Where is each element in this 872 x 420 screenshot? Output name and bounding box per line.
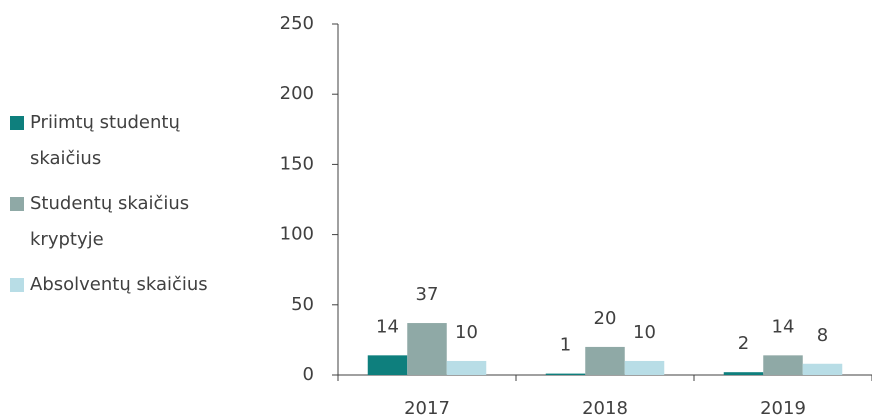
bar	[763, 355, 803, 375]
data-label: 20	[594, 308, 617, 329]
legend-entry: Priimtų studentų skaičius	[10, 105, 250, 177]
data-label: 2	[738, 333, 749, 354]
data-label: 8	[817, 325, 828, 346]
data-label: 37	[416, 284, 439, 305]
bar	[446, 360, 487, 375]
x-tick-label: 2017	[404, 398, 450, 419]
y-tick-label: 50	[291, 294, 314, 315]
data-label: 10	[455, 322, 478, 343]
data-label: 1	[560, 335, 571, 356]
y-tick-label: 250	[280, 13, 314, 34]
legend: Priimtų studentų skaičius Studentų skaiči…	[10, 105, 250, 312]
x-tick-label: 2019	[760, 398, 806, 419]
legend-label: Studentų skaičius kryptyje	[30, 193, 190, 250]
bar	[545, 373, 586, 375]
data-label: 14	[376, 316, 399, 337]
bar	[407, 323, 447, 375]
bar	[802, 363, 843, 375]
legend-swatch	[10, 278, 24, 292]
y-tick-label: 0	[303, 364, 314, 385]
x-tick-label: 2018	[582, 398, 628, 419]
legend-swatch	[10, 197, 24, 211]
data-label: 14	[772, 316, 795, 337]
legend-label: Absolventų skaičius	[30, 274, 208, 295]
bar	[585, 346, 625, 375]
legend-swatch	[10, 116, 24, 130]
data-label: 10	[633, 322, 656, 343]
bar	[723, 372, 764, 375]
bar	[367, 355, 408, 375]
y-tick-label: 150	[280, 153, 314, 174]
y-tick-label: 200	[280, 83, 314, 104]
bar	[624, 360, 665, 375]
legend-entry: Absolventų skaičius	[10, 267, 250, 303]
y-tick-label: 100	[280, 224, 314, 245]
legend-label: Priimtų studentų skaičius	[30, 112, 180, 169]
legend-entry: Studentų skaičius kryptyje	[10, 186, 250, 258]
